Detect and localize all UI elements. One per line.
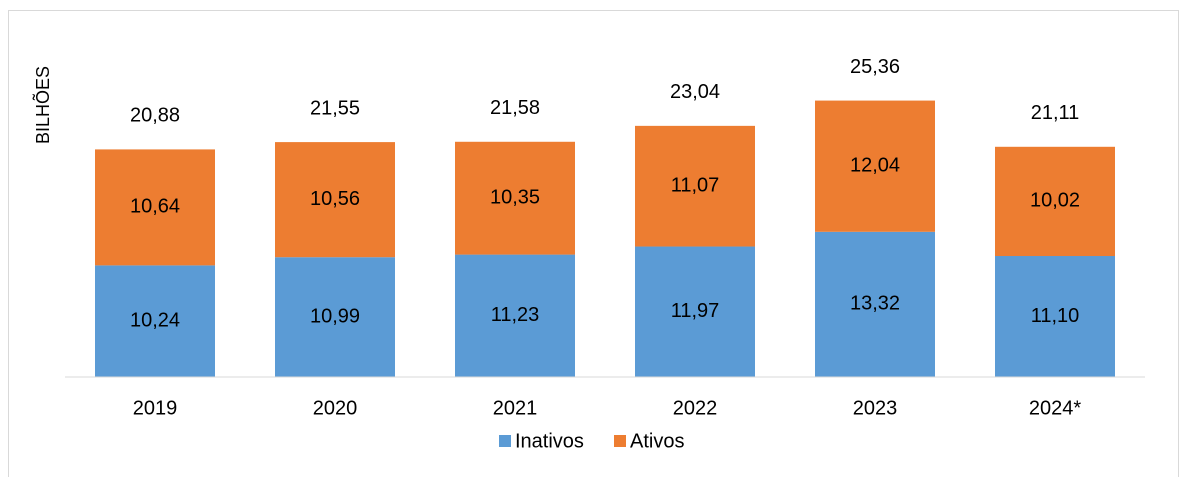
x-tick-label: 2021: [493, 397, 538, 419]
total-label: 21,11: [1031, 102, 1080, 124]
total-label: 23,04: [670, 81, 720, 103]
total-label: 21,55: [310, 97, 360, 119]
value-label: 11,23: [491, 304, 540, 326]
bar-segment: [455, 141, 575, 255]
x-tick-label: 2024*: [1029, 397, 1081, 419]
bar-segment: [275, 142, 395, 258]
bar-segment: [455, 254, 575, 377]
bar-segment: [635, 246, 755, 377]
bar-segment: [995, 256, 1115, 377]
x-tick-label: 2020: [313, 397, 358, 419]
bar-segment: [275, 257, 395, 377]
value-label: 11,10: [1031, 305, 1080, 327]
value-label: 11,97: [671, 300, 720, 322]
total-label: 20,88: [130, 105, 180, 127]
legend-label: Ativos: [630, 430, 684, 452]
bar-segment: [95, 149, 215, 266]
value-label: 12,04: [850, 154, 900, 176]
value-label: 10,56: [310, 188, 360, 210]
total-label: 21,58: [490, 97, 540, 119]
value-label: 11,07: [671, 174, 720, 196]
value-label: 10,64: [130, 196, 180, 218]
x-tick-label: 2023: [853, 397, 898, 419]
bar-segment: [95, 265, 215, 377]
value-label: 10,02: [1030, 190, 1080, 212]
bar-segment: [635, 125, 755, 247]
value-label: 13,32: [850, 293, 900, 315]
bar-segment: [815, 231, 935, 377]
total-label: 25,36: [850, 56, 900, 78]
legend-swatch: [499, 435, 511, 447]
x-tick-label: 2022: [673, 397, 718, 419]
value-label: 10,35: [490, 186, 540, 208]
y-axis-label: BILHÕES: [32, 66, 53, 144]
bar-segment: [815, 100, 935, 232]
x-tick-label: 2019: [133, 397, 178, 419]
value-label: 10,99: [310, 305, 360, 327]
bar-segment: [995, 146, 1115, 257]
legend-swatch: [614, 435, 626, 447]
legend-label: Inativos: [515, 430, 584, 452]
value-label: 10,24: [130, 309, 180, 331]
